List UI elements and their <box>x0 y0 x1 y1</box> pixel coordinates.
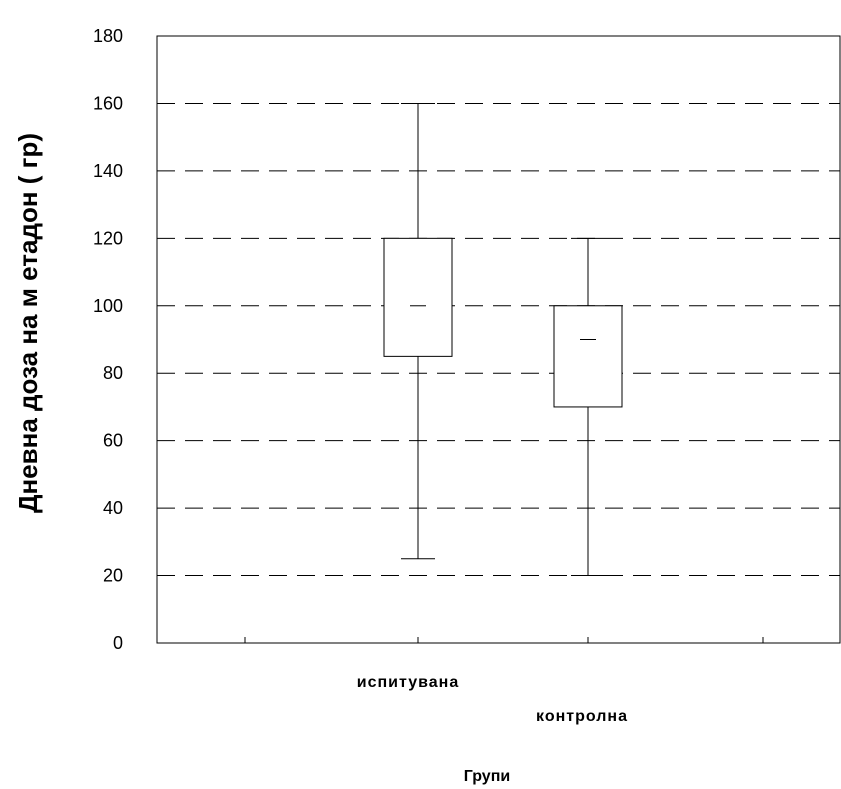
y-tick-label: 60 <box>103 431 123 451</box>
category-label-1: испитувана <box>357 674 459 691</box>
y-tick-label: 40 <box>103 498 123 518</box>
iqr-box <box>383 237 453 357</box>
y-tick-label: 20 <box>103 566 123 586</box>
y-tick-label: 80 <box>103 363 123 383</box>
x-axis-title: Групи <box>464 768 510 785</box>
category-label-2: контролна <box>536 708 628 725</box>
plot-frame <box>156 35 841 644</box>
y-tick-label: 180 <box>93 26 123 46</box>
iqr-box <box>553 305 623 408</box>
boxes <box>383 102 623 577</box>
box-1 <box>383 102 453 560</box>
y-tick-label: 160 <box>93 93 123 113</box>
y-axis-ticks: 0 20 40 60 80 100 120 140 160 180 <box>93 26 123 653</box>
y-tick-label: 0 <box>113 633 123 653</box>
box-2 <box>553 237 623 577</box>
y-tick-label: 120 <box>93 228 123 248</box>
y-axis-title: Дневна доза на м етадон ( гр) <box>13 133 43 513</box>
y-tick-label: 140 <box>93 161 123 181</box>
y-tick-label: 100 <box>93 296 123 316</box>
x-axis-tick-marks <box>244 637 764 643</box>
gridlines <box>157 102 840 577</box>
